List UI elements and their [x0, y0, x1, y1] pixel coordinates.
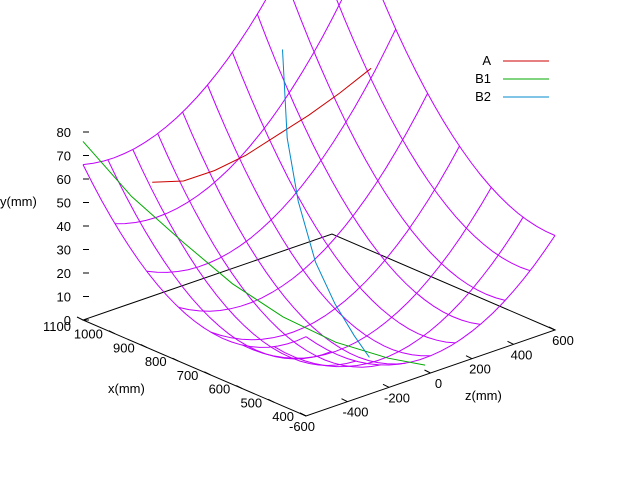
x-tick-label: 700 — [177, 368, 199, 383]
surface-mesh — [82, 0, 556, 368]
x-axis-label: x(mm) — [108, 381, 145, 396]
y-tick-label: 30 — [57, 243, 71, 258]
y-axis-label: y(mm) — [0, 194, 37, 209]
x-tick-label: 900 — [113, 340, 135, 355]
surface-line-z-9 — [336, 0, 531, 272]
x-tick-label: 500 — [240, 395, 262, 410]
legend-label-b2: B2 — [475, 89, 491, 104]
surface-line-z-5 — [207, 84, 431, 357]
surface-line-x-1 — [273, 216, 524, 368]
y-tick-label: 50 — [57, 196, 71, 211]
x-tick-label: 1000 — [74, 327, 103, 342]
z-tick-mark — [465, 355, 473, 360]
y-tick-label: 80 — [57, 125, 71, 140]
surface-line-x-5 — [146, 28, 397, 273]
surface-line-x-0 — [305, 235, 556, 366]
z-tick-mark — [299, 412, 307, 417]
surface-line-z-6 — [231, 52, 456, 344]
z-tick-label: 200 — [469, 362, 491, 377]
axis-ticks: 40050060070080090010001100-600-400-20002… — [43, 125, 574, 434]
x-tick-mark — [172, 357, 179, 362]
z-tick-mark — [424, 369, 431, 374]
y-tick-label: 20 — [57, 266, 71, 281]
x-tick-label: 400 — [272, 409, 294, 424]
surface-line-x-4 — [178, 93, 429, 312]
x-tick-mark — [140, 343, 147, 348]
y-tick-label: 0 — [64, 313, 71, 328]
x-tick-mark — [108, 330, 116, 335]
x-tick-mark — [267, 398, 275, 403]
legend: A B1 B2 — [475, 53, 549, 104]
surface-line-z-1 — [107, 159, 332, 360]
x-tick-mark — [204, 371, 211, 376]
legend-label-a: A — [482, 53, 491, 68]
series-curve-b1 — [82, 141, 426, 366]
surface-line-x-2 — [242, 187, 492, 359]
surface-line-z-0 — [82, 164, 307, 348]
z-tick-label: 400 — [511, 347, 533, 362]
surface-line-z-3 — [157, 133, 381, 368]
x-tick-mark — [236, 385, 243, 390]
surface-line-z-2 — [132, 149, 356, 367]
z-tick-mark — [507, 340, 514, 345]
z-axis-label: z(mm) — [465, 388, 502, 403]
x-tick-label: 1100 — [43, 319, 71, 334]
z-tick-label: 0 — [435, 376, 442, 391]
series-curve-a — [152, 67, 372, 183]
surface-line-z-8 — [292, 0, 506, 301]
x-tick-mark — [76, 316, 84, 321]
z-tick-mark — [382, 383, 390, 388]
surface-line-z-10 — [382, 0, 556, 236]
series-curves — [82, 49, 426, 366]
y-tick-label: 10 — [57, 290, 71, 305]
z-tick-label: -600 — [289, 419, 315, 434]
z-tick-mark — [548, 326, 556, 331]
series-curve-b2 — [282, 49, 370, 358]
z-tick-label: -400 — [342, 405, 368, 420]
y-tick-label: 40 — [57, 219, 71, 234]
z-tick-label: -200 — [384, 390, 410, 405]
y-tick-label: 70 — [57, 149, 71, 164]
z-tick-mark — [341, 398, 348, 403]
surface-line-x-7 — [82, 0, 267, 166]
surface-line-z-7 — [256, 13, 481, 325]
legend-label-b1: B1 — [475, 71, 491, 86]
surface-line-z-4 — [182, 111, 406, 365]
x-tick-label: 800 — [145, 354, 167, 369]
z-tick-label: 600 — [552, 333, 574, 348]
x-tick-label: 600 — [209, 382, 231, 397]
y-tick-label: 60 — [57, 172, 71, 187]
